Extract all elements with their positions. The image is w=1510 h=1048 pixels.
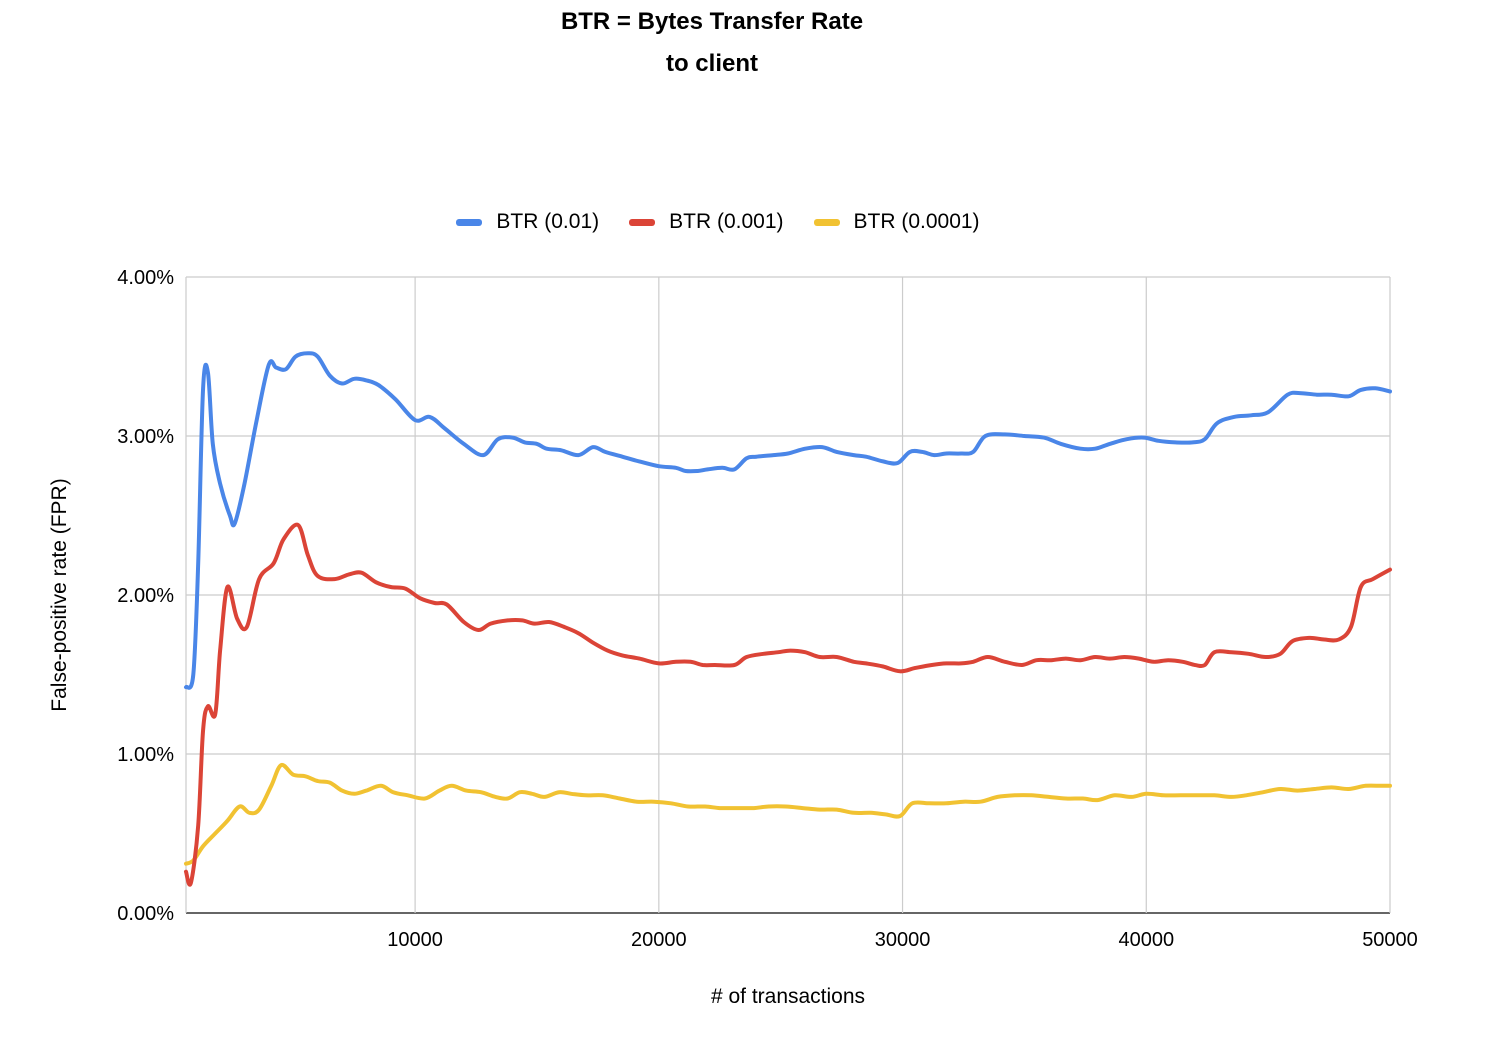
grid-lines (185, 276, 1391, 914)
chart-title-line2: to client (665, 50, 758, 77)
y-tick-label: 0.00% (117, 903, 174, 925)
x-axis-label: # of transactions (710, 985, 866, 1008)
y-tick-labels: 0.00% 1.00% 2.00% 3.00% 4.00% (117, 267, 174, 925)
legend-swatch (456, 218, 483, 226)
series-lines (184, 351, 1392, 887)
y-tick-label: 2.00% (117, 585, 174, 607)
chart-legend: BTR (0.01) BTR (0.001) BTR (0.0001) (0, 210, 1436, 234)
x-tick-label: 10000 (387, 929, 443, 951)
legend-item-btr-0-001[interactable]: BTR (0.001) (629, 210, 784, 234)
x-tick-label: 50000 (1362, 929, 1418, 951)
series-line-btr-0-01 (184, 351, 1392, 690)
x-tick-labels: 10000 20000 30000 40000 50000 (387, 929, 1418, 951)
legend-swatch (813, 218, 840, 226)
legend-item-btr-0-0001[interactable]: BTR (0.0001) (813, 210, 980, 234)
series-line-btr-0-0001 (184, 762, 1392, 866)
legend-label: BTR (0.0001) (853, 210, 980, 233)
series-line-btr-0-001 (184, 522, 1392, 887)
legend-item-btr-0-01[interactable]: BTR (0.01) (456, 210, 599, 234)
legend-swatch (629, 218, 656, 226)
x-tick-label: 40000 (1118, 929, 1174, 951)
legend-label: BTR (0.01) (496, 210, 600, 233)
legend-label: BTR (0.001) (669, 210, 784, 233)
y-tick-label: 3.00% (117, 426, 174, 448)
y-tick-label: 4.00% (117, 267, 174, 289)
x-tick-label: 30000 (875, 929, 931, 951)
y-tick-label: 1.00% (117, 744, 174, 766)
chart-title-line1: BTR = Bytes Transfer Rate (560, 8, 864, 35)
x-tick-label: 20000 (631, 929, 687, 951)
